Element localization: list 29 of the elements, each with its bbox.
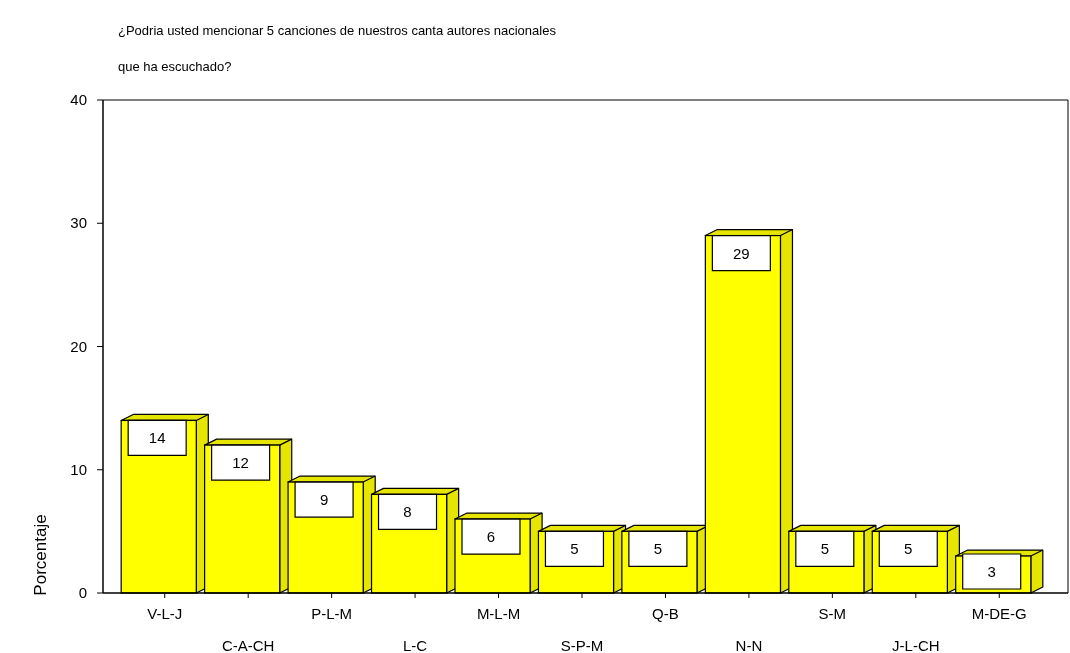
y-tick-label: 20: [70, 337, 87, 355]
data-label: 5: [904, 540, 913, 558]
data-label: 14: [148, 429, 166, 447]
x-tick-label: S-P-M: [560, 637, 604, 653]
x-tick-label: N-N: [735, 637, 763, 653]
data-label: 12: [232, 454, 249, 472]
x-tick-label: L-C: [403, 637, 428, 653]
y-tick-label: 10: [70, 460, 87, 478]
y-tick-label: 30: [70, 214, 87, 232]
x-tick-label: S-M: [818, 605, 847, 622]
data-label: 8: [403, 503, 412, 521]
x-tick-label: M-L-M: [476, 605, 521, 622]
y-tick-label: 40: [70, 91, 87, 108]
y-tick-label: 0: [78, 584, 87, 601]
data-label: 9: [319, 491, 329, 509]
x-tick-label: M-DE-G: [971, 605, 1027, 622]
x-tick-label: Q-B: [652, 605, 679, 622]
chart-title: ¿Podria usted mencionar 5 canciones de nuestros canta autores nacionales que ha escuchado?: [118, 23, 556, 74]
data-label: 5: [820, 540, 829, 558]
x-tick-label: J-L-CH: [892, 637, 940, 653]
x-tick-label: V-L-J: [147, 605, 183, 622]
x-tick-label: P-L-M: [311, 605, 353, 622]
data-label: 3: [987, 563, 996, 580]
data-label: 5: [570, 540, 579, 558]
x-tick-label: C-A-CH: [221, 637, 275, 653]
data-label: 5: [653, 540, 663, 558]
data-label: 29: [733, 244, 750, 262]
y-axis-title: Porcentaje: [31, 514, 50, 596]
data-label: 6: [486, 528, 496, 546]
